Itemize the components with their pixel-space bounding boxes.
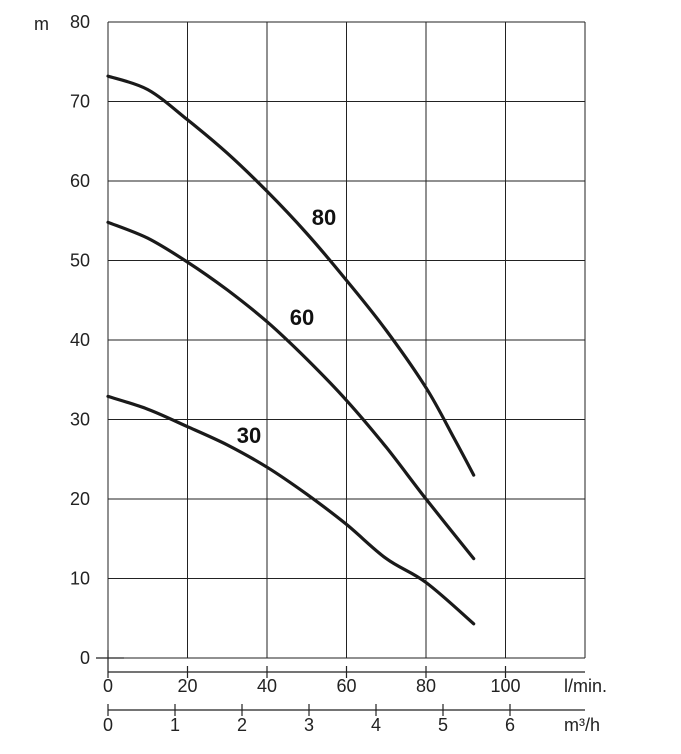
x2-tick-label: 2 [237, 715, 247, 735]
curve-labels: 80 60 30 [237, 205, 336, 448]
x-tick-label: 80 [416, 676, 436, 696]
y-tick-label: 30 [70, 410, 90, 430]
x2-tick-label: 1 [170, 715, 180, 735]
x2-tick-label: 6 [505, 715, 515, 735]
curve-80 [106, 74, 476, 477]
y-tick-label: 40 [70, 330, 90, 350]
x2-tick-label: 3 [304, 715, 314, 735]
x2-tick-label: 4 [371, 715, 381, 735]
x-tick-label: 0 [103, 676, 113, 696]
y-tick-label: 20 [70, 489, 90, 509]
curves [106, 74, 476, 626]
x-tick-label: 40 [257, 676, 277, 696]
grid [96, 21, 586, 716]
y-tick-label: 0 [80, 648, 90, 668]
x2-tick-label: 5 [438, 715, 448, 735]
y-tick-label: 50 [70, 251, 90, 271]
y-tick-label: 70 [70, 92, 90, 112]
curve-30 [106, 394, 476, 626]
x-tick-label: 100 [490, 676, 520, 696]
x2-tick-label: 0 [103, 715, 113, 735]
x-tick-label: 60 [336, 676, 356, 696]
curve-label-80: 80 [312, 205, 336, 230]
curve-label-30: 30 [237, 423, 261, 448]
y-tick-label: 80 [70, 12, 90, 32]
x-tick-label: 20 [177, 676, 197, 696]
y-axis-unit: m [34, 14, 49, 34]
x-axis-unit-m3h: m³/h [564, 715, 600, 735]
x-axis-unit-lmin: l/min. [564, 676, 607, 696]
y-tick-label: 60 [70, 171, 90, 191]
curve-60 [106, 220, 476, 561]
curve-label-60: 60 [290, 305, 314, 330]
y-tick-label: 10 [70, 569, 90, 589]
tick-labels: 0 10 20 30 40 50 60 70 80 0 20 40 60 80 100 0 1 2 3 4 5 6 [70, 12, 521, 735]
